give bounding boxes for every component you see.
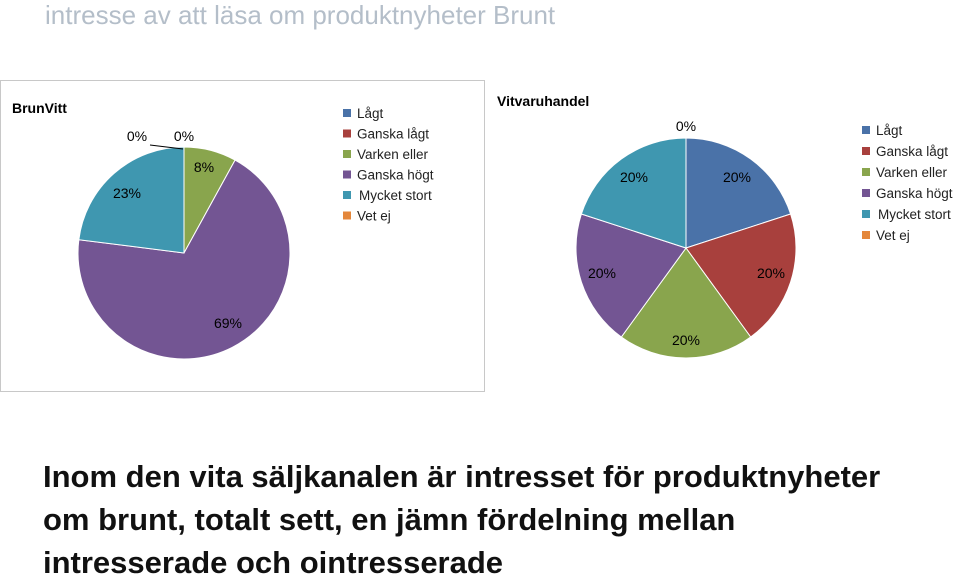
page-title: intresse av att läsa om produktnyheter B… bbox=[45, 0, 556, 30]
chart-title-brunvitt: BrunVitt bbox=[12, 100, 67, 116]
legend1-swatch-0 bbox=[343, 109, 351, 117]
legend2-swatch-0 bbox=[862, 126, 870, 134]
pie1-slice-3 bbox=[77, 159, 291, 360]
pie2-data-label-4: 20% bbox=[620, 169, 648, 185]
summary-line-2: om brunt, totalt sett, en jämn fördelnin… bbox=[43, 502, 736, 537]
legend1-swatch-2 bbox=[343, 150, 351, 158]
legend1-item-1: Ganska lågt bbox=[357, 127, 429, 142]
pie2-data-label-5: 0% bbox=[676, 118, 696, 134]
brunvitt-chart-frame bbox=[0, 80, 485, 392]
summary-line-1: Inom den vita säljkanalen är intresset f… bbox=[43, 459, 881, 494]
legend1-item-0: Lågt bbox=[357, 106, 384, 121]
pie2-data-label-0: 20% bbox=[723, 169, 751, 185]
pie1-data-label-1: 0% bbox=[174, 128, 194, 144]
legend-vitvaruhandel: Lågt Ganska lågt Varken eller Ganska högt My… bbox=[862, 123, 953, 243]
pie2-data-label-3: 20% bbox=[588, 265, 616, 281]
legend-brunvitt: Lågt Ganska lågt Varken eller Ganska högt My… bbox=[343, 106, 434, 224]
chart-title-vitvaruhandel: Vitvaruhandel bbox=[497, 93, 589, 109]
pie2-slice-4 bbox=[580, 137, 687, 249]
legend2-swatch-1 bbox=[862, 147, 870, 155]
pie1-data-label-2: 8% bbox=[194, 159, 214, 175]
pie2-slice-2 bbox=[620, 247, 752, 359]
legend2-swatch-5 bbox=[862, 231, 870, 239]
legend1-item-4: Mycket stort bbox=[359, 188, 432, 203]
pie1-data-label-3: 69% bbox=[214, 315, 242, 331]
pie-vitvaruhandel: 20% 20% 20% 20% 20% 0% bbox=[575, 118, 797, 359]
legend1-swatch-4 bbox=[343, 191, 351, 199]
legend2-item-5: Vet ej bbox=[876, 228, 910, 243]
legend2-item-1: Ganska lågt bbox=[876, 144, 948, 159]
pie-brunvitt: 0% 0%8%69%23% bbox=[77, 128, 291, 360]
pie1-data-label-0: 0% bbox=[127, 128, 147, 144]
summary-line-3: intresserade och ointresserade bbox=[43, 545, 504, 580]
pie2-slice-0 bbox=[685, 137, 792, 249]
pie2-data-label-2: 20% bbox=[672, 332, 700, 348]
legend2-item-0: Lågt bbox=[876, 123, 903, 138]
legend2-item-4: Mycket stort bbox=[878, 207, 951, 222]
legend1-item-2: Varken eller bbox=[357, 147, 429, 162]
pie2-slice-3 bbox=[575, 213, 687, 338]
pie1-data-label-4: 23% bbox=[113, 185, 141, 201]
legend1-item-3: Ganska högt bbox=[357, 168, 434, 183]
legend2-swatch-3 bbox=[862, 189, 870, 197]
legend2-swatch-4 bbox=[862, 210, 870, 218]
legend2-item-3: Ganska högt bbox=[876, 186, 953, 201]
legend1-swatch-1 bbox=[343, 129, 351, 138]
pie1-leader-line bbox=[149, 144, 184, 150]
legend1-swatch-3 bbox=[343, 170, 351, 179]
summary-text: Inom den vita säljkanalen är intresset f… bbox=[43, 455, 943, 584]
legend1-item-5: Vet ej bbox=[357, 209, 391, 224]
pie2-slice-1 bbox=[685, 213, 797, 338]
pie2-data-label-1: 20% bbox=[757, 265, 785, 281]
legend2-swatch-2 bbox=[862, 168, 870, 176]
legend2-item-2: Varken eller bbox=[876, 165, 948, 180]
pie1-slice-4 bbox=[78, 146, 185, 254]
legend1-swatch-5 bbox=[343, 211, 351, 220]
